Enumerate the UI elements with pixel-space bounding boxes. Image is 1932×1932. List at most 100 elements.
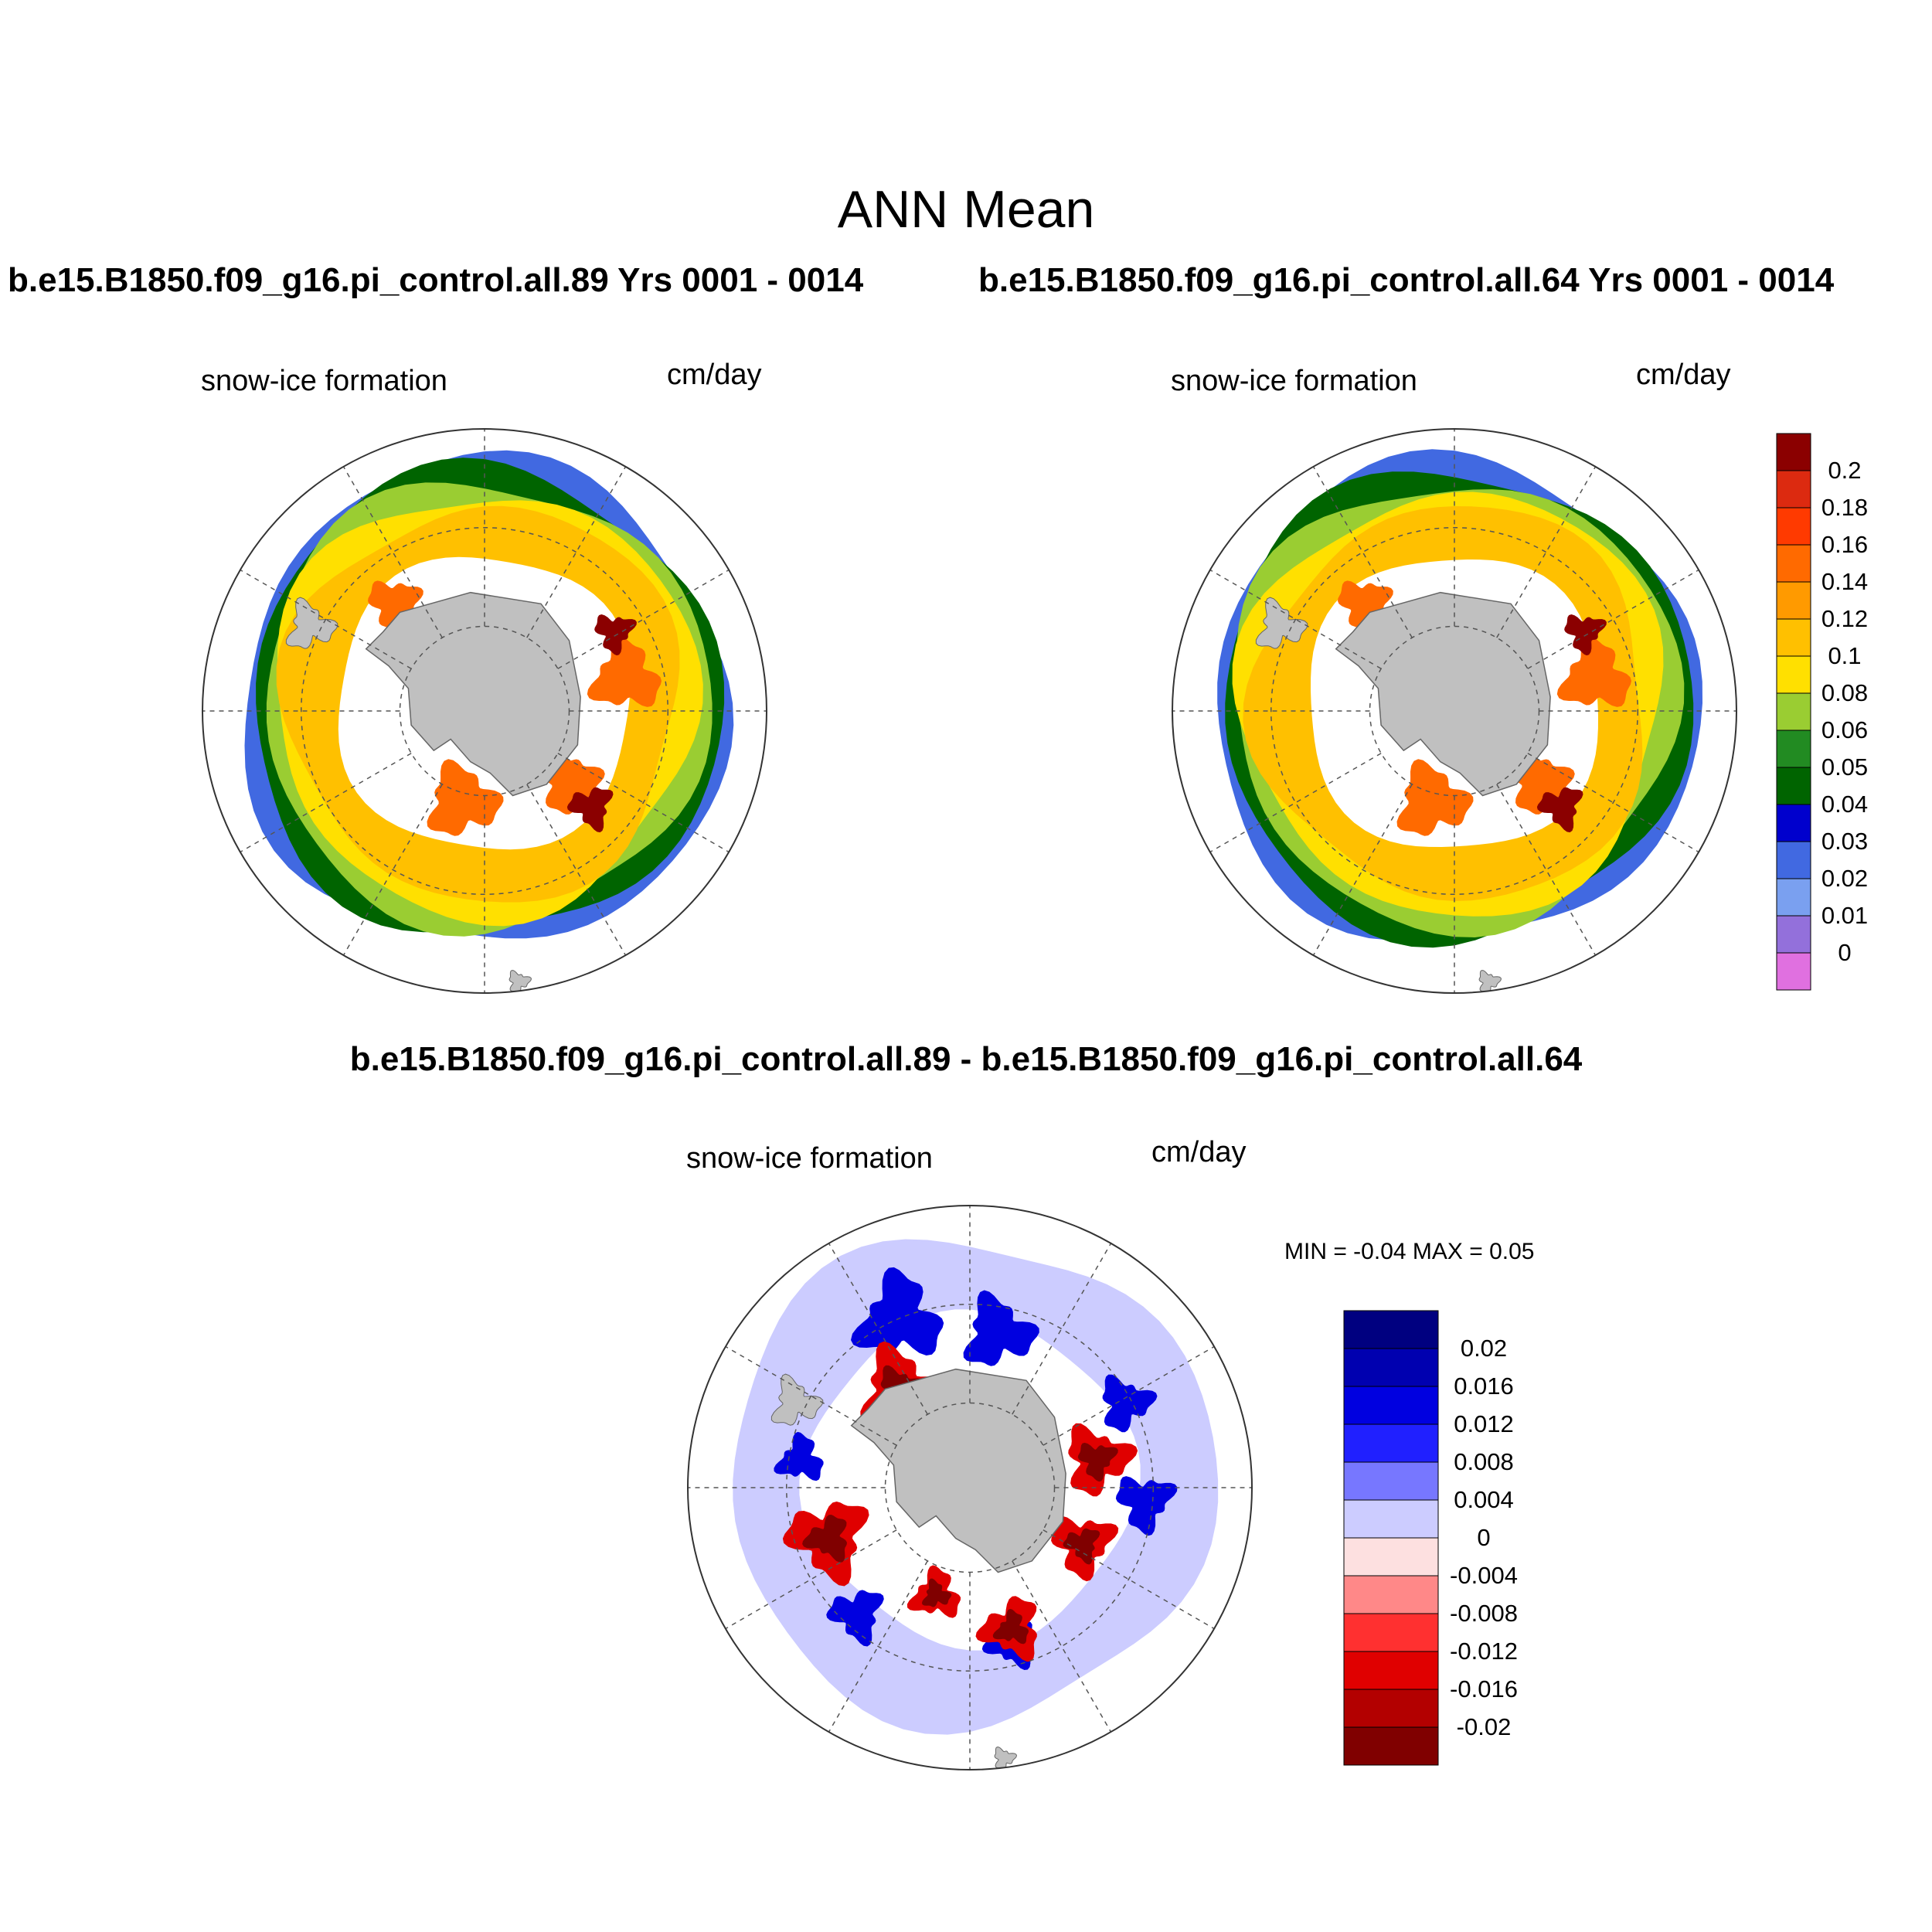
colorbar-tick-label: -0.016 bbox=[1450, 1675, 1518, 1702]
figure-title: ANN Mean bbox=[837, 180, 1095, 239]
panel-3-units-label: cm/day bbox=[1151, 1136, 1247, 1168]
colorbar-box bbox=[1776, 915, 1811, 954]
colorbar-box bbox=[1776, 730, 1811, 768]
colorbar-box bbox=[1343, 1423, 1439, 1463]
colorbar-box bbox=[1343, 1310, 1439, 1349]
island-landmass bbox=[994, 1747, 1018, 1770]
colorbar-box bbox=[1343, 1726, 1439, 1766]
antarctica-landmass bbox=[850, 1368, 1066, 1573]
colorbar-tick-label: 0.016 bbox=[1454, 1372, 1514, 1400]
colorbar-tick-label: 0.06 bbox=[1821, 716, 1868, 743]
colorbar-box bbox=[1343, 1386, 1439, 1425]
colorbar-tick-label: 0 bbox=[1477, 1524, 1490, 1551]
colorbar-box bbox=[1343, 1461, 1439, 1501]
colorbar-box bbox=[1776, 470, 1811, 509]
colorbar-difference: 0.02 0.016 0.012 0.008 0.004 0 -0.004 -0.008 -0.… bbox=[1343, 1310, 1518, 1766]
negative-patch bbox=[1115, 1476, 1178, 1536]
negative-patch bbox=[851, 1267, 944, 1355]
island-landmass bbox=[1478, 970, 1502, 993]
positive-core-patch bbox=[1063, 1528, 1100, 1565]
high-rate-patch bbox=[587, 636, 662, 707]
antarctica-landmass bbox=[1335, 591, 1551, 797]
panel-2-polar-map bbox=[1172, 428, 1737, 994]
colorbar-tick-label: -0.008 bbox=[1450, 1600, 1518, 1627]
panel-1-variable-label: snow-ice formation bbox=[201, 365, 447, 397]
colorbar-box bbox=[1776, 767, 1811, 805]
colorbar-tick-label: 0.1 bbox=[1828, 642, 1861, 669]
colorbar-tick-label: 0.01 bbox=[1821, 902, 1868, 929]
panel-1-units-label: cm/day bbox=[667, 359, 762, 391]
colorbar-box bbox=[1343, 1348, 1439, 1387]
colorbar-tick-label: 0.008 bbox=[1454, 1448, 1514, 1475]
positive-core-patch bbox=[921, 1578, 952, 1607]
colorbar-box bbox=[1343, 1689, 1439, 1728]
minmax-label: MIN = -0.04 MAX = 0.05 bbox=[1284, 1239, 1535, 1264]
colorbar-box bbox=[1776, 581, 1811, 620]
negative-patch bbox=[1102, 1374, 1158, 1433]
colorbar-tick-label: -0.004 bbox=[1450, 1562, 1518, 1589]
high-rate-patch bbox=[1556, 636, 1631, 707]
colorbar-box bbox=[1343, 1613, 1439, 1652]
colorbar-tick-label: 0.02 bbox=[1461, 1335, 1507, 1362]
colorbar-tick-label: 0.012 bbox=[1454, 1410, 1514, 1437]
positive-core-patch bbox=[1077, 1442, 1118, 1482]
colorbar-tick-label: 0.18 bbox=[1821, 494, 1868, 521]
difference-polar-map bbox=[687, 1205, 1253, 1770]
colorbar-box bbox=[1776, 692, 1811, 731]
colorbar-box bbox=[1776, 544, 1811, 583]
difference-title: b.e15.B1850.f09_g16.pi_control.all.89 - … bbox=[349, 1040, 1583, 1078]
colorbar-tick-label: 0 bbox=[1838, 939, 1851, 966]
colorbar-box bbox=[1343, 1499, 1439, 1539]
graticule bbox=[1172, 429, 1736, 993]
colorbar-box bbox=[1776, 841, 1811, 879]
negative-patch bbox=[963, 1290, 1039, 1366]
colorbar-tick-label: 0.16 bbox=[1821, 531, 1868, 558]
colorbar-tick-label: -0.012 bbox=[1450, 1638, 1518, 1665]
colorbar-tick-label: 0.02 bbox=[1821, 865, 1868, 892]
max-rate-patch bbox=[566, 787, 614, 833]
panel-3-variable-label: snow-ice formation bbox=[686, 1142, 933, 1175]
colorbar-tick-label: 0.004 bbox=[1454, 1486, 1514, 1513]
south-america-tip bbox=[1255, 597, 1308, 649]
antarctica-landmass bbox=[365, 591, 581, 797]
colorbar-tick-label: 0.05 bbox=[1821, 753, 1868, 781]
colorbar-box bbox=[1343, 1537, 1439, 1577]
colorbar-box bbox=[1776, 618, 1811, 657]
positive-core-patch bbox=[992, 1608, 1029, 1645]
map-boundary bbox=[1172, 428, 1737, 994]
colorbar-box bbox=[1343, 1575, 1439, 1614]
map-boundary bbox=[687, 1205, 1253, 1770]
colorbar-box bbox=[1776, 655, 1811, 694]
negative-patch bbox=[774, 1431, 824, 1481]
graticule bbox=[688, 1206, 1252, 1770]
colorbar-absolute: 0.2 0.18 0.16 0.14 0.12 0.1 0.08 0.06 0.05 0.04 0.… bbox=[1776, 433, 1868, 991]
colorbar-tick-label: 0.08 bbox=[1821, 679, 1868, 706]
colorbar-tick-label: 0.2 bbox=[1828, 457, 1861, 484]
negative-patch bbox=[826, 1590, 884, 1647]
colorbar-tick-label: 0.03 bbox=[1821, 828, 1868, 855]
colorbar-box bbox=[1776, 507, 1811, 546]
positive-core-patch bbox=[802, 1515, 847, 1563]
high-rate-patch bbox=[1338, 580, 1393, 634]
panel-2-units-label: cm/day bbox=[1636, 359, 1731, 391]
panel-2-variable-label: snow-ice formation bbox=[1171, 365, 1417, 397]
colorbar-box bbox=[1343, 1651, 1439, 1690]
graticule bbox=[202, 429, 767, 993]
colorbar-tick-label: 0.04 bbox=[1821, 791, 1868, 818]
panel-1-polar-map bbox=[202, 428, 767, 994]
south-america-tip bbox=[770, 1373, 824, 1426]
max-rate-patch bbox=[1536, 787, 1583, 833]
map-boundary bbox=[202, 428, 767, 994]
panel-2-case-title: b.e15.B1850.f09_g16.pi_control.all.64 Yr… bbox=[978, 261, 1835, 299]
panel-1-case-title: b.e15.B1850.f09_g16.pi_control.all.89 Yr… bbox=[8, 261, 864, 299]
colorbar-box bbox=[1776, 878, 1811, 917]
colorbar-tick-label: 0.14 bbox=[1821, 568, 1868, 595]
colorbar-box bbox=[1776, 804, 1811, 842]
colorbar-tick-label: -0.02 bbox=[1457, 1713, 1512, 1740]
high-rate-patch bbox=[368, 580, 423, 634]
colorbar-box bbox=[1776, 433, 1811, 471]
island-landmass bbox=[509, 970, 532, 993]
colorbar-tick-label: 0.12 bbox=[1821, 605, 1868, 632]
south-america-tip bbox=[285, 597, 338, 649]
colorbar-box bbox=[1776, 952, 1811, 991]
